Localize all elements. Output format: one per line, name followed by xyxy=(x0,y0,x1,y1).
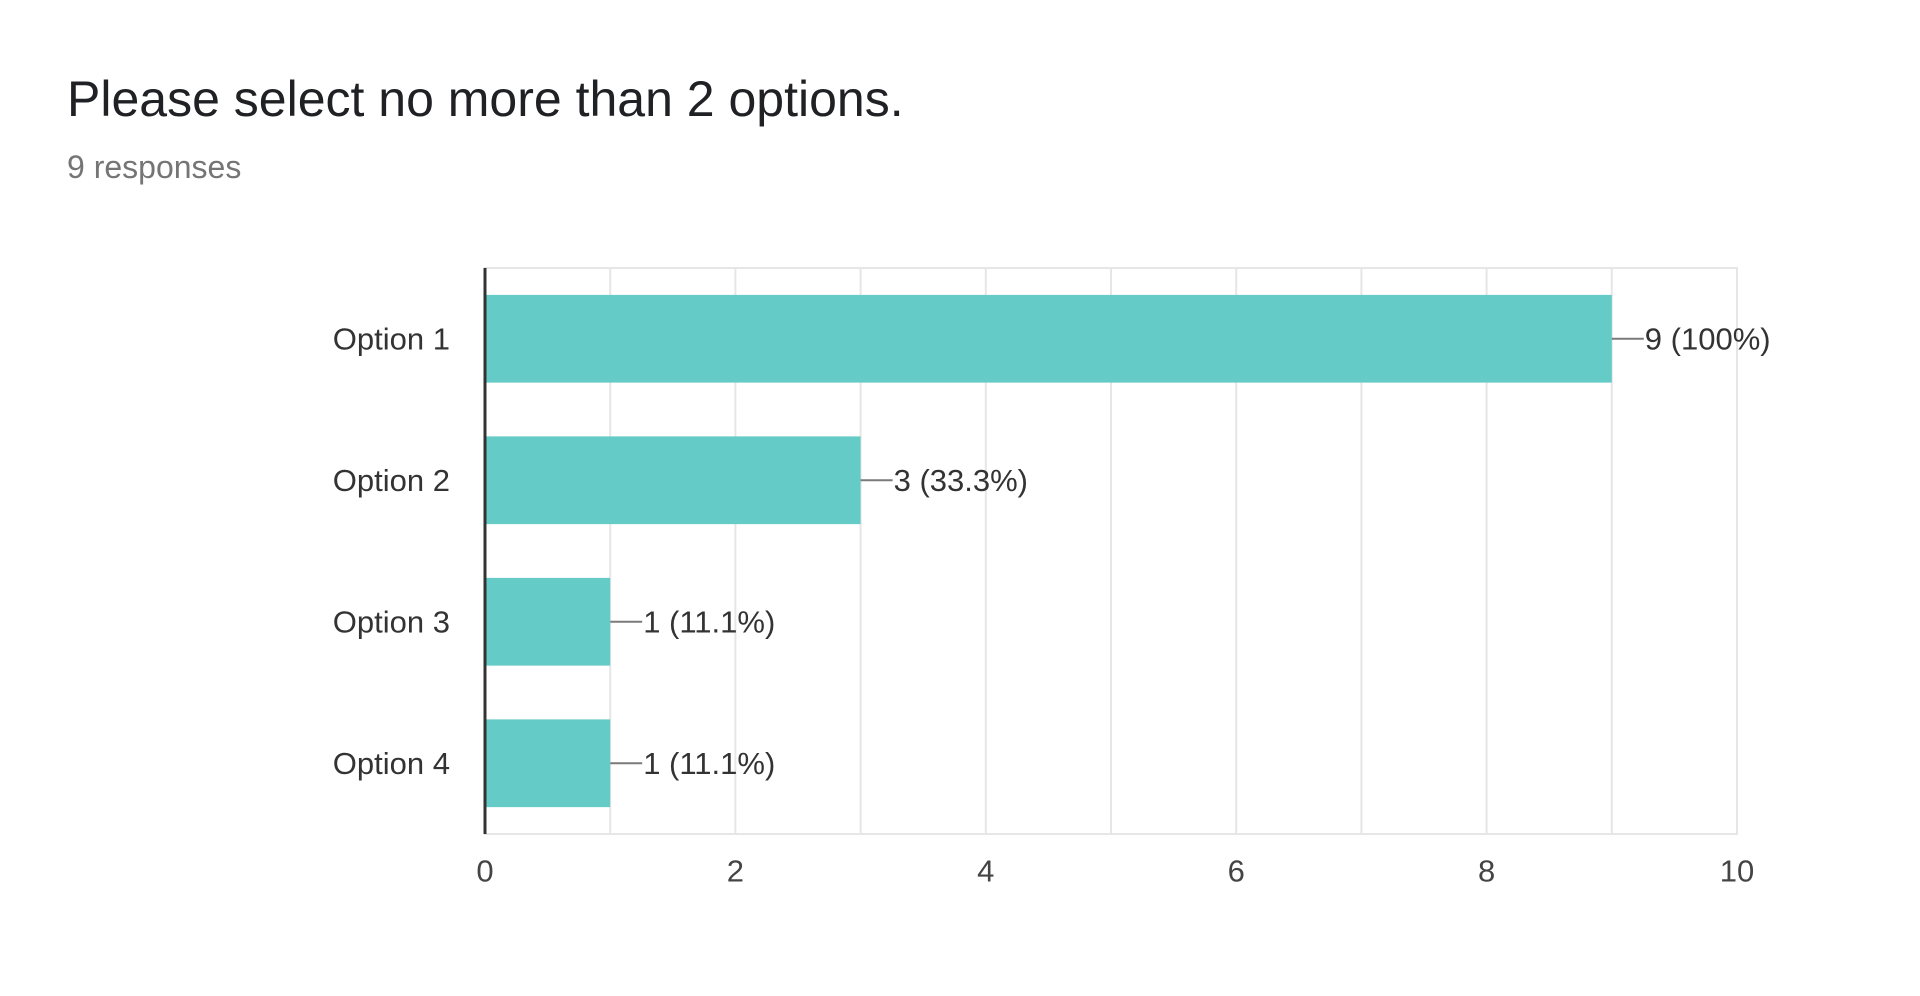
bar-2 xyxy=(485,436,861,525)
category-label: Option 2 xyxy=(333,463,450,498)
bar-4 xyxy=(485,719,611,808)
data-label: 1 (11.1%) xyxy=(643,746,775,781)
x-tick-label: 6 xyxy=(1228,854,1245,889)
chart-title: Please select no more than 2 options. xyxy=(67,71,904,127)
x-tick-label: 0 xyxy=(476,854,493,889)
bar-1 xyxy=(485,294,1612,383)
bar-3 xyxy=(485,577,611,666)
x-tick-label: 8 xyxy=(1478,854,1495,889)
data-label: 1 (11.1%) xyxy=(643,604,775,639)
data-label: 9 (100%) xyxy=(1645,321,1771,356)
data-label: 3 (33.3%) xyxy=(894,463,1028,498)
x-tick-label: 4 xyxy=(977,854,994,889)
category-label: Option 4 xyxy=(333,746,450,781)
response-count: 9 responses xyxy=(67,149,242,185)
category-label: Option 3 xyxy=(333,604,450,639)
category-label: Option 1 xyxy=(333,321,450,356)
x-tick-label: 2 xyxy=(727,854,744,889)
x-tick-label: 10 xyxy=(1720,854,1754,889)
